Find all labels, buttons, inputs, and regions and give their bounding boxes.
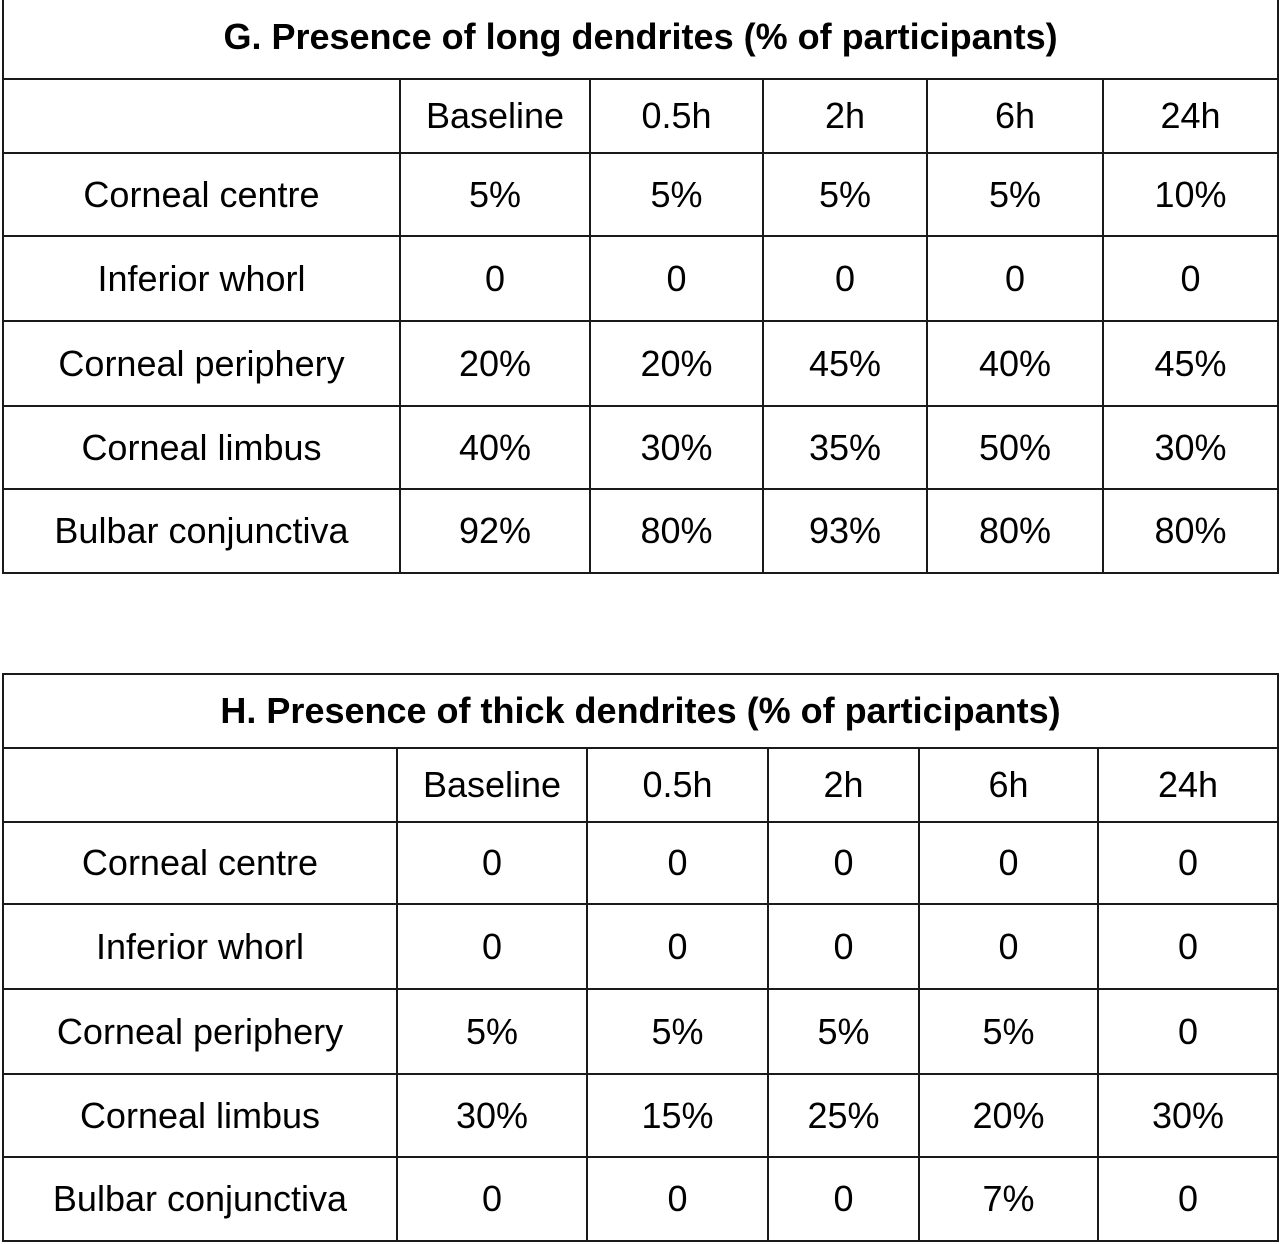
table-cell-6h: 20% <box>918 1073 1099 1158</box>
row-label-corneal-limbus: Corneal limbus <box>2 1073 398 1158</box>
table-cell-0-5h: 15% <box>586 1073 769 1158</box>
table-cell-2h: 5% <box>767 988 920 1075</box>
table-cell-0-5h: 5% <box>589 152 764 237</box>
column-header-0-5h: 0.5h <box>586 747 769 823</box>
column-header-6h: 6h <box>926 78 1104 154</box>
table-cell-0-5h: 20% <box>589 320 764 407</box>
row-label-corneal-centre: Corneal centre <box>2 152 401 237</box>
table-cell-0-5h: 0 <box>586 821 769 905</box>
table-cell-6h: 5% <box>918 988 1099 1075</box>
table-thick-dendrites-body: H. Presence of thick dendrites (% of par… <box>1 673 1280 1242</box>
table-cell-baseline: 40% <box>399 405 591 490</box>
table-long-dendrites-body: G. Presence of long dendrites (% of part… <box>1 0 1280 574</box>
table-cell-6h: 40% <box>926 320 1104 407</box>
table-cell-24h: 80% <box>1101 488 1280 574</box>
table-cell-baseline: 5% <box>396 988 588 1075</box>
table-cell-6h: 50% <box>926 405 1104 490</box>
row-label-corneal-limbus: Corneal limbus <box>2 405 401 490</box>
column-header-baseline: Baseline <box>396 747 588 823</box>
table-cell-2h: 45% <box>762 320 928 407</box>
table-row: Corneal limbus 40% 30% 35% 50% 30% <box>2 405 1280 490</box>
table-cell-baseline: 0 <box>396 903 588 990</box>
row-label-bulbar-conjunctiva: Bulbar conjunctiva <box>2 488 401 574</box>
table-cell-6h: 7% <box>918 1156 1099 1242</box>
table-cell-baseline: 0 <box>399 235 591 322</box>
table-cell-24h: 0 <box>1096 988 1280 1075</box>
table-cell-0-5h: 30% <box>589 405 764 490</box>
column-header-24h: 24h <box>1101 78 1280 154</box>
table-cell-6h: 0 <box>926 235 1104 322</box>
table-cell-2h: 35% <box>762 405 928 490</box>
table-row: Inferior whorl 0 0 0 0 0 <box>2 235 1280 322</box>
table-cell-2h: 0 <box>767 1156 920 1242</box>
table-cell-2h: 0 <box>767 821 920 905</box>
table-cell-2h: 5% <box>762 152 928 237</box>
table-cell-0-5h: 0 <box>586 903 769 990</box>
column-header-blank <box>2 78 401 154</box>
table-cell-24h: 0 <box>1096 821 1280 905</box>
table-row: Corneal periphery 5% 5% 5% 5% 0 <box>2 988 1280 1075</box>
table-cell-6h: 0 <box>918 903 1099 990</box>
table-cell-24h: 10% <box>1101 152 1280 237</box>
table-cell-24h: 30% <box>1096 1073 1280 1158</box>
row-label-corneal-periphery: Corneal periphery <box>2 320 401 407</box>
table-cell-0-5h: 0 <box>589 235 764 322</box>
row-label-corneal-centre: Corneal centre <box>2 821 398 905</box>
table-cell-6h: 0 <box>918 821 1099 905</box>
column-header-row: Baseline 0.5h 2h 6h 24h <box>2 78 1280 154</box>
table-cell-0-5h: 0 <box>586 1156 769 1242</box>
column-header-row: Baseline 0.5h 2h 6h 24h <box>2 747 1280 823</box>
column-header-blank <box>2 747 398 823</box>
table-row: Corneal centre 5% 5% 5% 5% 10% <box>2 152 1280 237</box>
table-cell-6h: 80% <box>926 488 1104 574</box>
table-row: Bulbar conjunctiva 92% 80% 93% 80% 80% <box>2 488 1280 574</box>
column-header-6h: 6h <box>918 747 1099 823</box>
table-row: Corneal periphery 20% 20% 45% 40% 45% <box>2 320 1280 407</box>
table-cell-baseline: 30% <box>396 1073 588 1158</box>
table-long-dendrites: G. Presence of long dendrites (% of part… <box>1 0 1280 574</box>
table-row: Inferior whorl 0 0 0 0 0 <box>2 903 1280 990</box>
table-row: Corneal centre 0 0 0 0 0 <box>2 821 1280 905</box>
row-label-bulbar-conjunctiva: Bulbar conjunctiva <box>2 1156 398 1242</box>
column-header-baseline: Baseline <box>399 78 591 154</box>
column-header-0-5h: 0.5h <box>589 78 764 154</box>
table-thick-dendrites: H. Presence of thick dendrites (% of par… <box>1 673 1280 1242</box>
table-row: Corneal limbus 30% 15% 25% 20% 30% <box>2 1073 1280 1158</box>
row-label-inferior-whorl: Inferior whorl <box>2 235 401 322</box>
table-cell-24h: 0 <box>1096 903 1280 990</box>
column-header-2h: 2h <box>762 78 928 154</box>
table-cell-24h: 0 <box>1096 1156 1280 1242</box>
table-cell-0-5h: 80% <box>589 488 764 574</box>
table-cell-2h: 93% <box>762 488 928 574</box>
table-cell-6h: 5% <box>926 152 1104 237</box>
row-label-inferior-whorl: Inferior whorl <box>2 903 398 990</box>
table-cell-2h: 0 <box>767 903 920 990</box>
table-cell-2h: 0 <box>762 235 928 322</box>
table-cell-24h: 45% <box>1101 320 1280 407</box>
table-cell-baseline: 5% <box>399 152 591 237</box>
table-title: H. Presence of thick dendrites (% of par… <box>1 673 1280 749</box>
row-label-corneal-periphery: Corneal periphery <box>2 988 398 1075</box>
table-title-row: H. Presence of thick dendrites (% of par… <box>1 673 1280 749</box>
table-cell-0-5h: 5% <box>586 988 769 1075</box>
table-cell-baseline: 0 <box>396 1156 588 1242</box>
table-title-row: G. Presence of long dendrites (% of part… <box>1 0 1280 80</box>
table-cell-baseline: 20% <box>399 320 591 407</box>
table-cell-baseline: 92% <box>399 488 591 574</box>
table-cell-24h: 30% <box>1101 405 1280 490</box>
table-cell-2h: 25% <box>767 1073 920 1158</box>
table-row: Bulbar conjunctiva 0 0 0 7% 0 <box>2 1156 1280 1242</box>
column-header-24h: 24h <box>1096 747 1280 823</box>
table-title: G. Presence of long dendrites (% of part… <box>1 0 1280 80</box>
column-header-2h: 2h <box>767 747 920 823</box>
table-cell-baseline: 0 <box>396 821 588 905</box>
table-cell-24h: 0 <box>1101 235 1280 322</box>
